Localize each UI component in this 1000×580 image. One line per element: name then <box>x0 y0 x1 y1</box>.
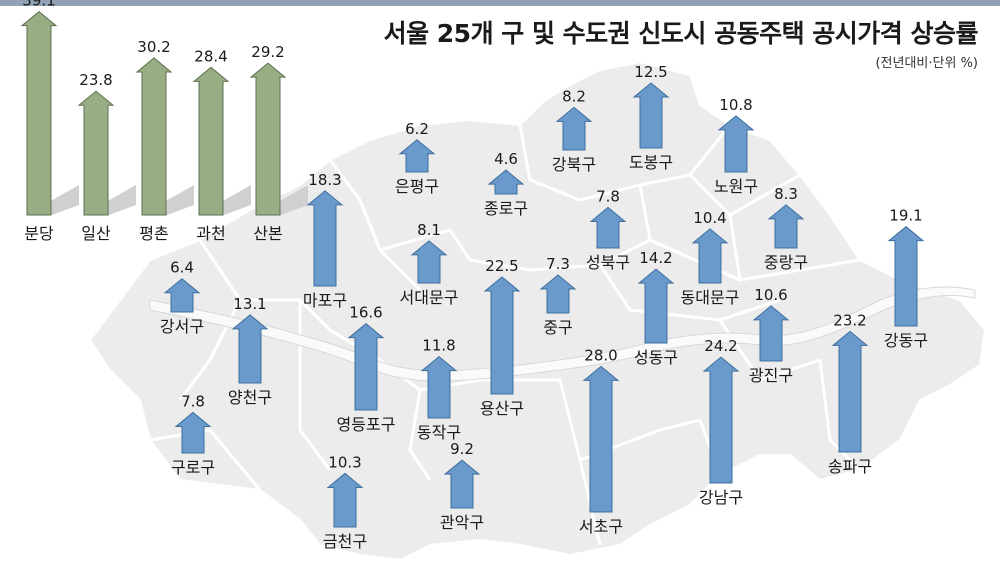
category-label-강북구: 강북구 <box>552 155 596 174</box>
bar-과천 <box>192 66 230 216</box>
bar-관악구 <box>443 459 481 509</box>
bar-용산구 <box>483 276 521 395</box>
value-label-영등포구: 16.6 <box>349 304 382 322</box>
category-label-산본: 산본 <box>253 224 282 243</box>
value-label-강동구: 19.1 <box>889 207 922 225</box>
category-label-양천구: 양천구 <box>228 388 272 407</box>
category-label-중구: 중구 <box>543 318 572 337</box>
value-label-동대문구: 10.4 <box>693 209 726 227</box>
chart-title: 서울 25개 구 및 수도권 신도시 공동주택 공시가격 상승률 <box>383 19 979 48</box>
value-label-분당: 39.1 <box>22 0 55 10</box>
category-label-강서구: 강서구 <box>160 317 204 336</box>
category-label-도봉구: 도봉구 <box>629 153 673 172</box>
category-label-구로구: 구로구 <box>171 458 215 477</box>
bar-분당 <box>20 11 58 216</box>
value-label-광진구: 10.6 <box>754 286 787 304</box>
bar-중랑구 <box>767 204 805 249</box>
value-label-서초구: 28.0 <box>584 346 617 364</box>
category-label-금천구: 금천구 <box>323 532 367 551</box>
bar-강북구 <box>555 106 593 151</box>
bar-산본 <box>249 62 287 216</box>
value-label-종로구: 4.6 <box>494 150 518 168</box>
value-label-성동구: 14.2 <box>639 249 672 267</box>
value-label-관악구: 9.2 <box>450 440 474 458</box>
bar-종로구 <box>487 169 525 195</box>
category-label-은평구: 은평구 <box>395 177 439 196</box>
bar-강동구 <box>887 226 925 327</box>
bar-은평구 <box>398 139 436 173</box>
value-label-송파구: 23.2 <box>833 311 866 329</box>
bar-중구 <box>539 274 577 314</box>
bar-광진구 <box>752 305 790 362</box>
bar-동대문구 <box>691 228 729 284</box>
category-label-용산구: 용산구 <box>480 399 524 418</box>
value-label-강서구: 6.4 <box>170 259 194 277</box>
value-label-일산: 23.8 <box>79 71 112 89</box>
category-label-노원구: 노원구 <box>714 177 758 196</box>
value-label-노원구: 10.8 <box>719 96 752 114</box>
bar-마포구 <box>306 190 344 287</box>
category-label-송파구: 송파구 <box>828 457 872 476</box>
category-label-중랑구: 중랑구 <box>764 253 808 272</box>
value-label-서대문구: 8.1 <box>417 221 441 239</box>
value-label-중랑구: 8.3 <box>774 185 798 203</box>
category-label-성북구: 성북구 <box>586 253 630 272</box>
value-label-은평구: 6.2 <box>405 120 429 138</box>
bar-일산 <box>77 90 115 216</box>
category-label-영등포구: 영등포구 <box>337 415 396 434</box>
value-label-동작구: 11.8 <box>422 337 455 355</box>
top-accent-bar <box>0 0 1000 6</box>
bar-평촌 <box>135 57 173 216</box>
value-label-도봉구: 12.5 <box>634 63 667 81</box>
value-label-용산구: 22.5 <box>485 257 518 275</box>
bar-서대문구 <box>410 240 448 284</box>
value-label-성북구: 7.8 <box>596 187 620 205</box>
category-label-동대문구: 동대문구 <box>681 288 740 307</box>
bar-송파구 <box>831 330 869 453</box>
category-label-서초구: 서초구 <box>579 517 623 536</box>
category-label-강남구: 강남구 <box>699 488 743 507</box>
category-label-관악구: 관악구 <box>440 513 484 532</box>
category-label-마포구: 마포구 <box>303 291 347 310</box>
bar-구로구 <box>174 411 212 454</box>
value-label-양천구: 13.1 <box>233 295 266 313</box>
value-label-금천구: 10.3 <box>328 453 361 471</box>
bar-성북구 <box>589 206 627 249</box>
value-label-평촌: 30.2 <box>137 38 170 56</box>
chart-marks: 39.1 분당 23.8 일산 30.2 평촌 28.4 과천 29.2 산본 8.2 강북구 12.5… <box>20 0 928 551</box>
bar-서초구 <box>582 365 620 513</box>
category-label-평촌: 평촌 <box>139 224 168 243</box>
value-label-중구: 7.3 <box>546 255 570 273</box>
value-label-과천: 28.4 <box>194 47 227 65</box>
category-label-분당: 분당 <box>24 224 54 243</box>
bar-성동구 <box>637 268 675 344</box>
category-label-강동구: 강동구 <box>884 331 928 350</box>
category-label-광진구: 광진구 <box>749 366 793 385</box>
value-label-마포구: 18.3 <box>308 171 341 189</box>
value-label-산본: 29.2 <box>251 43 284 61</box>
bar-동작구 <box>420 355 458 419</box>
bar-강서구 <box>163 278 201 313</box>
category-label-동작구: 동작구 <box>417 423 461 442</box>
seoul-map-outline <box>88 60 987 562</box>
category-label-서대문구: 서대문구 <box>400 288 459 307</box>
bar-영등포구 <box>347 323 385 411</box>
value-label-강남구: 24.2 <box>704 337 737 355</box>
bar-강남구 <box>702 356 740 484</box>
bar-도봉구 <box>632 82 670 149</box>
bar-노원구 <box>717 115 755 173</box>
bar-양천구 <box>231 314 269 384</box>
value-label-강북구: 8.2 <box>562 87 586 105</box>
bar-금천구 <box>326 472 364 528</box>
category-label-과천: 과천 <box>196 224 225 243</box>
category-label-종로구: 종로구 <box>484 199 528 218</box>
category-label-성동구: 성동구 <box>634 348 678 367</box>
value-label-구로구: 7.8 <box>181 392 205 410</box>
category-label-일산: 일산 <box>81 224 111 243</box>
chart-subtitle: (전년대비·단위 %) <box>875 56 978 71</box>
